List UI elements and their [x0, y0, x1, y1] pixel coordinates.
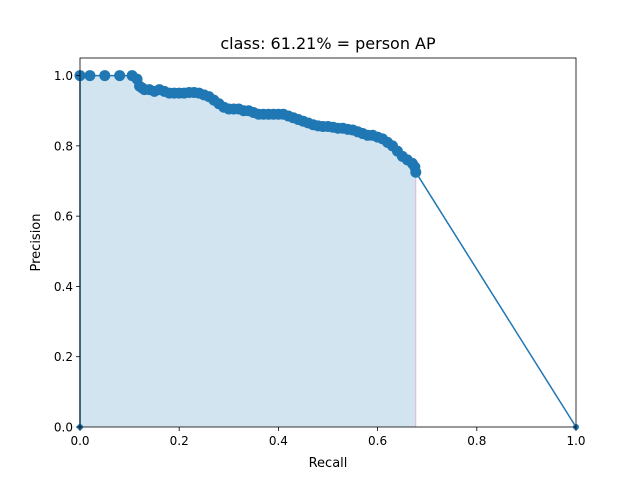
x-axis-label: Recall [309, 456, 348, 471]
x-axis: 0.0 0.2 0.4 0.6 0.8 1.0 [70, 427, 586, 448]
series-layer [74, 70, 579, 430]
y-tick-label: 0.8 [54, 139, 73, 153]
area-fill [80, 75, 416, 427]
y-tick-label: 0.6 [54, 210, 73, 224]
chart-title: class: 61.21% = person AP [220, 34, 436, 53]
plot-frame [79, 57, 577, 428]
y-tick-label: 0.2 [54, 350, 73, 364]
y-tick-label: 0.4 [54, 280, 73, 294]
x-tick-label: 0.4 [269, 434, 288, 448]
x-tick-label: 0.8 [467, 434, 486, 448]
x-tick-label: 0.0 [70, 434, 89, 448]
data-point [99, 70, 111, 82]
data-point [410, 166, 422, 178]
x-tick-label: 0.6 [368, 434, 387, 448]
x-tick-label: 0.2 [170, 434, 189, 448]
y-tick-label: 1.0 [54, 69, 73, 83]
y-axis: 0.0 0.2 0.4 0.6 0.8 1.0 [54, 69, 80, 435]
area-fill-layer [80, 75, 417, 427]
data-point [114, 70, 126, 82]
data-point [84, 70, 96, 82]
y-tick-label: 0.0 [54, 421, 73, 435]
x-tick-label: 1.0 [566, 434, 585, 448]
y-axis-label: Precision [29, 213, 44, 271]
